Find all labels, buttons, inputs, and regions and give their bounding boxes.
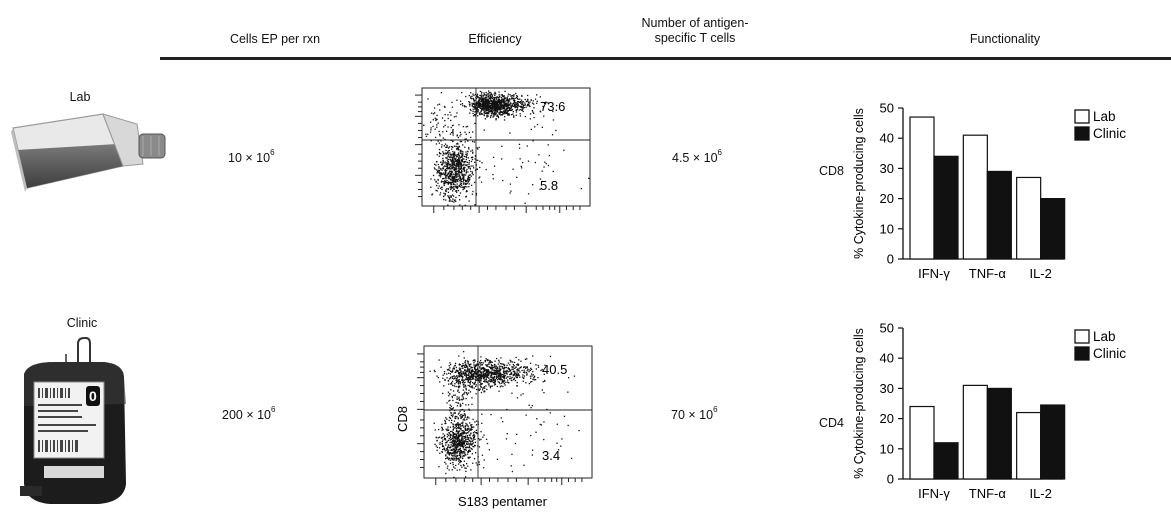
bar-clinic-3 xyxy=(1040,404,1066,480)
bar-clinic-1 xyxy=(933,442,959,480)
header-functionality: Functionality xyxy=(969,32,1041,46)
cell-type-lab: CD8 xyxy=(819,164,845,178)
legend-label-lab: Lab xyxy=(1093,329,1116,344)
header-antigen-line1: Number of antigen- xyxy=(641,16,749,30)
x-tick-label: TNF-α xyxy=(969,266,1007,281)
x-tick-label: TNF-α xyxy=(969,486,1007,501)
y-tick-label: 50 xyxy=(880,101,894,116)
legend-label-clinic: Clinic xyxy=(1093,126,1126,141)
antigen-clinic: 70 × 106 xyxy=(671,405,718,422)
y-tick-label: 0 xyxy=(887,252,894,267)
legend-label-lab: Lab xyxy=(1093,109,1116,124)
bar-lab-1 xyxy=(909,116,935,260)
flow-plot-clinic: 40.5 3.4 CD8 S183 pentamer xyxy=(395,345,593,509)
antigen-clinic-exp: 6 xyxy=(713,405,718,414)
legend-swatch-lab xyxy=(1074,109,1090,124)
y-tick-label: 50 xyxy=(880,321,894,336)
flow-lower-pct-lab: 5.8 xyxy=(540,178,558,193)
antigen-lab-base: 4.5 × 10 xyxy=(672,151,718,165)
y-tick-label: 30 xyxy=(880,161,894,176)
cells-ep-lab-base: 10 × 10 xyxy=(228,151,271,165)
y-tick-label: 0 xyxy=(887,472,894,487)
bar-lab-1 xyxy=(909,405,935,480)
y-tick-label: 10 xyxy=(880,441,894,456)
cell-type-clinic: CD4 xyxy=(819,416,845,430)
flow-plot-lab: 73.6 5.8 xyxy=(415,87,591,213)
x-tick-label: IL-2 xyxy=(1029,266,1051,281)
legend-swatch-clinic xyxy=(1074,346,1090,361)
header-cells-ep: Cells EP per rxn xyxy=(229,32,321,46)
flow-upper-pct-clinic: 40.5 xyxy=(542,362,567,377)
flow-ticks-clinic xyxy=(417,353,583,485)
flask-image xyxy=(11,113,166,192)
y-tick-label: 40 xyxy=(880,131,894,146)
blood-bag-image: 0 xyxy=(20,337,126,504)
y-tick-label: 40 xyxy=(880,351,894,366)
svg-text:0: 0 xyxy=(89,388,97,404)
flow-ticks-lab xyxy=(415,94,581,213)
flow-upper-pct-lab: 73.6 xyxy=(540,99,565,114)
y-tick-label: 30 xyxy=(880,381,894,396)
bar-chart-cd4: 0 10 20 30 40 50 % Cytokine-producing cells IFN… xyxy=(852,321,1126,502)
flow-xlabel: S183 pentamer xyxy=(458,494,548,509)
x-tick-label: IFN-γ xyxy=(918,266,950,281)
antigen-lab-exp: 6 xyxy=(717,148,722,157)
cells-ep-lab-exp: 6 xyxy=(270,148,275,157)
antigen-clinic-base: 70 × 10 xyxy=(671,408,714,422)
x-tick-label: IFN-γ xyxy=(918,486,950,501)
row-label-clinic: Clinic xyxy=(66,316,98,330)
bar-clinic-2 xyxy=(986,387,1012,480)
cells-ep-lab: 10 × 106 xyxy=(228,148,275,165)
y-axis-label: % Cytokine-producing cells xyxy=(852,328,866,479)
legend-label-clinic: Clinic xyxy=(1093,346,1126,361)
flow-dots-lab xyxy=(423,90,590,206)
header-antigen-line2: specific T cells xyxy=(654,31,736,45)
legend-swatch-lab xyxy=(1074,329,1090,344)
flow-lower-pct-clinic: 3.4 xyxy=(542,448,560,463)
cells-ep-clinic-exp: 6 xyxy=(271,405,276,414)
bar-lab-3 xyxy=(1016,411,1042,480)
flow-ylabel: CD8 xyxy=(395,406,410,432)
cells-ep-clinic: 200 × 106 xyxy=(222,405,276,422)
bar-clinic-1 xyxy=(933,155,959,260)
cells-ep-clinic-base: 200 × 10 xyxy=(222,408,272,422)
bar-lab-3 xyxy=(1016,176,1042,260)
flow-dots-clinic xyxy=(429,351,580,478)
row-label-lab: Lab xyxy=(69,90,91,104)
y-axis-label: % Cytokine-producing cells xyxy=(852,108,866,259)
x-tick-label: IL-2 xyxy=(1029,486,1051,501)
bar-lab-2 xyxy=(962,134,988,260)
header-antigen-specific: Number of antigen- specific T cells xyxy=(620,16,770,46)
header-efficiency: Efficiency xyxy=(468,32,522,46)
bar-chart-cd8: 0 10 20 30 40 50 % Cytokine-producing cells IFN… xyxy=(852,101,1126,282)
bar-lab-2 xyxy=(962,384,988,480)
bar-clinic-3 xyxy=(1040,197,1066,260)
antigen-lab: 4.5 × 106 xyxy=(672,148,722,165)
legend-swatch-clinic xyxy=(1074,126,1090,141)
y-tick-label: 20 xyxy=(880,411,894,426)
y-tick-label: 10 xyxy=(880,221,894,236)
y-tick-label: 20 xyxy=(880,191,894,206)
header-rule xyxy=(160,57,1171,60)
bar-clinic-2 xyxy=(986,170,1012,260)
